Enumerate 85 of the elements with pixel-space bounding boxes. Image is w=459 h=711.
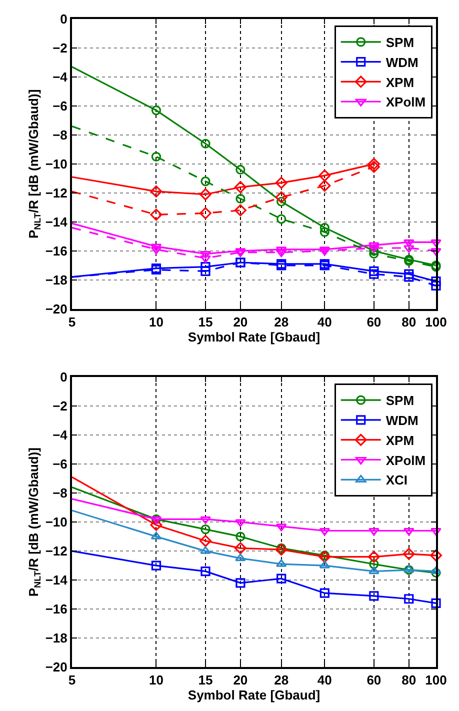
point bbox=[275, 191, 288, 204]
point bbox=[150, 208, 162, 221]
y-tick-label: −18 bbox=[45, 630, 68, 646]
y-tick-label: −18 bbox=[45, 272, 68, 288]
point bbox=[151, 152, 162, 162]
point bbox=[404, 269, 414, 279]
y-tick-label: −14 bbox=[45, 572, 68, 588]
point bbox=[320, 588, 330, 598]
y-tick-label: −10 bbox=[45, 514, 68, 530]
point bbox=[318, 170, 331, 182]
x-tick-label: 40 bbox=[317, 314, 332, 330]
point bbox=[234, 181, 246, 194]
point bbox=[402, 548, 415, 560]
point bbox=[234, 204, 246, 216]
legend-label: SPM bbox=[386, 35, 414, 50]
y-tick-label: −12 bbox=[45, 544, 68, 559]
x-tick-label: 10 bbox=[148, 314, 164, 330]
point bbox=[320, 550, 330, 560]
y-tick-label: −20 bbox=[45, 660, 68, 675]
x-tick-label: 15 bbox=[198, 672, 213, 688]
legend-label: XPM bbox=[386, 74, 414, 90]
legend-label: XCI bbox=[386, 472, 408, 488]
y-tick-label: −20 bbox=[45, 301, 68, 316]
y-tick-label: −8 bbox=[52, 486, 68, 501]
point bbox=[236, 164, 246, 175]
x-tick-label: 60 bbox=[366, 314, 382, 330]
point bbox=[235, 519, 246, 527]
y-tick-label: −8 bbox=[52, 128, 68, 142]
point bbox=[318, 180, 331, 192]
x-tick-label: 20 bbox=[233, 314, 248, 330]
x-tick-label: 60 bbox=[366, 672, 382, 688]
point bbox=[318, 550, 331, 563]
point bbox=[403, 528, 414, 536]
point bbox=[235, 554, 246, 562]
point bbox=[150, 185, 162, 198]
x-tick-label: 28 bbox=[274, 672, 289, 688]
point bbox=[236, 578, 246, 588]
y-tick-label: −12 bbox=[45, 185, 68, 200]
point bbox=[320, 222, 330, 233]
point bbox=[275, 544, 288, 556]
point bbox=[276, 196, 286, 206]
y-tick-label: −4 bbox=[52, 70, 68, 85]
point bbox=[236, 532, 246, 542]
x-tick-label: 5 bbox=[68, 314, 76, 330]
point bbox=[404, 272, 414, 282]
point bbox=[276, 214, 286, 224]
point bbox=[150, 518, 162, 531]
x-tick-label: 100 bbox=[425, 672, 447, 688]
x-tick-label: 40 bbox=[317, 672, 332, 688]
x-axis-title: Symbol Rate [Gbaud] bbox=[188, 688, 320, 703]
x-tick-label: 10 bbox=[148, 672, 164, 688]
point bbox=[151, 560, 162, 570]
y-tick-label: 0 bbox=[60, 12, 68, 27]
point bbox=[275, 176, 288, 189]
x-tick-label: 20 bbox=[233, 672, 248, 688]
x-tick-label: 80 bbox=[402, 314, 416, 330]
point bbox=[319, 528, 330, 536]
legend-label: XPolM bbox=[386, 94, 426, 110]
legend-label: WDM bbox=[386, 413, 418, 428]
legend-label: XPM bbox=[386, 432, 414, 448]
y-tick-label: −14 bbox=[45, 214, 68, 230]
y-tick-label: −6 bbox=[52, 456, 68, 472]
point bbox=[151, 106, 162, 116]
legend-label: SPM bbox=[386, 393, 414, 408]
y-tick-label: −2 bbox=[52, 398, 68, 414]
x-tick-label: 100 bbox=[425, 314, 447, 330]
x-tick-label: 5 bbox=[68, 672, 76, 688]
point bbox=[236, 194, 246, 204]
y-tick-label: −6 bbox=[52, 98, 68, 114]
x-tick-label: 28 bbox=[274, 314, 289, 330]
point bbox=[234, 542, 246, 554]
point bbox=[404, 594, 414, 604]
x-tick-label: 15 bbox=[198, 314, 213, 330]
legend-label: WDM bbox=[386, 54, 418, 70]
y-tick-label: −10 bbox=[45, 156, 68, 172]
point bbox=[276, 574, 286, 584]
point bbox=[320, 227, 330, 237]
x-tick-label: 80 bbox=[402, 672, 416, 688]
y-tick-label: −2 bbox=[52, 40, 68, 56]
x-axis-title: Symbol Rate [Gbaud] bbox=[188, 329, 320, 344]
y-tick-label: 0 bbox=[60, 370, 68, 385]
y-tick-label: −16 bbox=[45, 243, 68, 258]
y-tick-label: −4 bbox=[52, 428, 68, 443]
legend-label: XPolM bbox=[386, 452, 426, 468]
y-tick-label: −16 bbox=[45, 602, 68, 617]
